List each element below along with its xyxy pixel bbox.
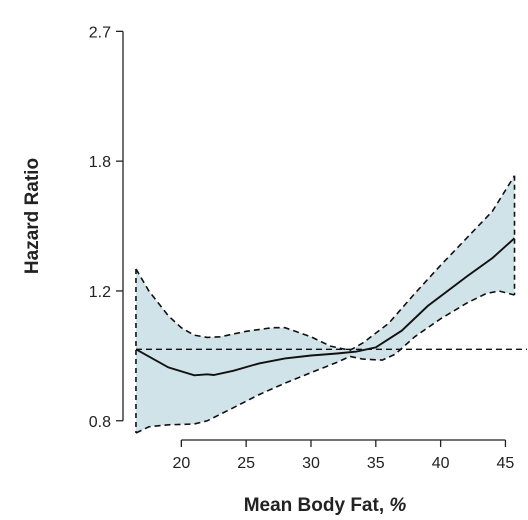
ci-band	[136, 175, 515, 433]
x-tick-label: 30	[302, 455, 320, 472]
y-axis-title: Hazard Ratio	[22, 158, 43, 274]
y-tick-label: 2.7	[89, 24, 111, 41]
lower-ci-line	[135, 290, 515, 434]
x-tick-label: 40	[432, 455, 450, 472]
upper-ci-line	[135, 175, 516, 352]
y-tick-label: 1.8	[89, 154, 111, 171]
x-tick-label: 45	[497, 455, 515, 472]
x-tick-label: 20	[172, 455, 190, 472]
y-tick-label: 1.2	[89, 284, 111, 301]
x-axis-title: Mean Body Fat, %	[244, 495, 407, 516]
x-tick-label: 25	[237, 455, 255, 472]
hazard-ratio-line	[135, 237, 516, 377]
y-tick-label: 0.8	[89, 414, 111, 431]
x-tick-label: 35	[367, 455, 385, 472]
